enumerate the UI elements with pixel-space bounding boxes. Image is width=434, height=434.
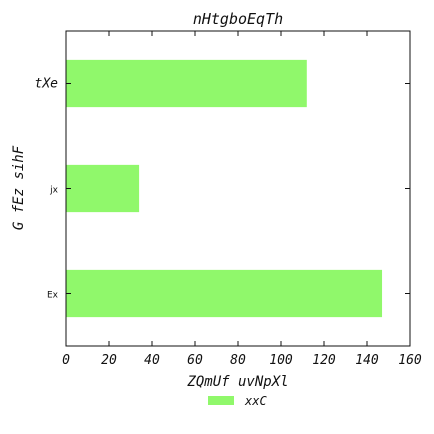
- x-tick-label-0: 0: [62, 353, 70, 368]
- y-tick-label-jx: jx: [49, 186, 59, 196]
- bar-txe: [66, 59, 307, 108]
- x-tick-label-140: 140: [355, 353, 379, 368]
- bar-jx: [66, 164, 140, 213]
- x-tick-label-20: 20: [101, 353, 117, 368]
- x-tick-label-40: 40: [144, 353, 160, 368]
- x-tick-label-60: 60: [187, 353, 203, 368]
- y-tick-label-Ex: Ex: [47, 291, 59, 301]
- bar-Ex: [66, 269, 383, 318]
- x-tick-label-120: 120: [312, 353, 336, 368]
- x-axis-label: ZQmUf uvNpXl: [186, 374, 288, 390]
- plot-area: 0 20 40 60 80 100 120 140 160 tXe jx Ex: [35, 30, 422, 368]
- legend: xxC: [208, 394, 267, 408]
- legend-swatch-xxC: [208, 396, 234, 405]
- y-tick-label-txe: tXe: [35, 77, 59, 92]
- y-axis-label: G fEz sihF: [11, 145, 27, 230]
- legend-label-xxC: xxC: [244, 394, 267, 408]
- x-tick-label-160: 160: [398, 353, 422, 368]
- x-tick-label-80: 80: [230, 353, 246, 368]
- x-tick-label-100: 100: [269, 353, 293, 368]
- chart-title: nHtgboEqTh: [193, 10, 283, 28]
